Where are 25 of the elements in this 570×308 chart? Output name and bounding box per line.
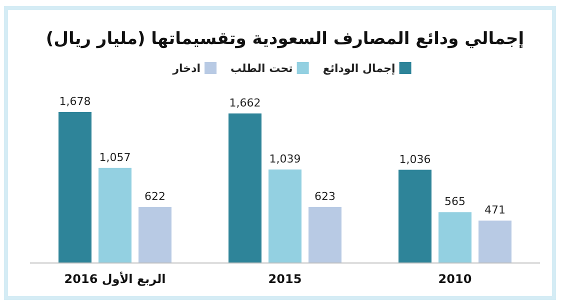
bar [268,170,302,263]
data-label: 1,057 [99,150,131,164]
bar [438,212,472,263]
bar [478,220,512,263]
chart-title: إجمالي ودائع المصارف السعودية وتقسيماتها (مليار ريال) [46,29,524,49]
data-label: 1,662 [229,96,261,110]
data-label: 565 [444,195,466,208]
bar [308,206,342,263]
x-tick-label: 2015 [268,272,302,286]
data-label: 1,036 [399,152,431,166]
x-tick-label: 2010 [438,272,472,286]
bar [58,112,92,263]
data-label: 1,039 [269,152,301,166]
data-label: 1,678 [59,95,91,108]
x-tick-label: الربع الأول 2016 [64,271,166,286]
bar [138,207,172,263]
data-label: 623 [314,190,336,203]
bar [228,113,262,263]
bar [398,170,432,263]
legend-label: ادخار [172,62,201,75]
legend-label: إجمال الودائع [322,62,396,75]
bar [98,168,132,263]
data-label: 471 [484,204,506,217]
data-label: 622 [144,190,166,204]
legend-label: تحت الطلب [230,62,293,75]
